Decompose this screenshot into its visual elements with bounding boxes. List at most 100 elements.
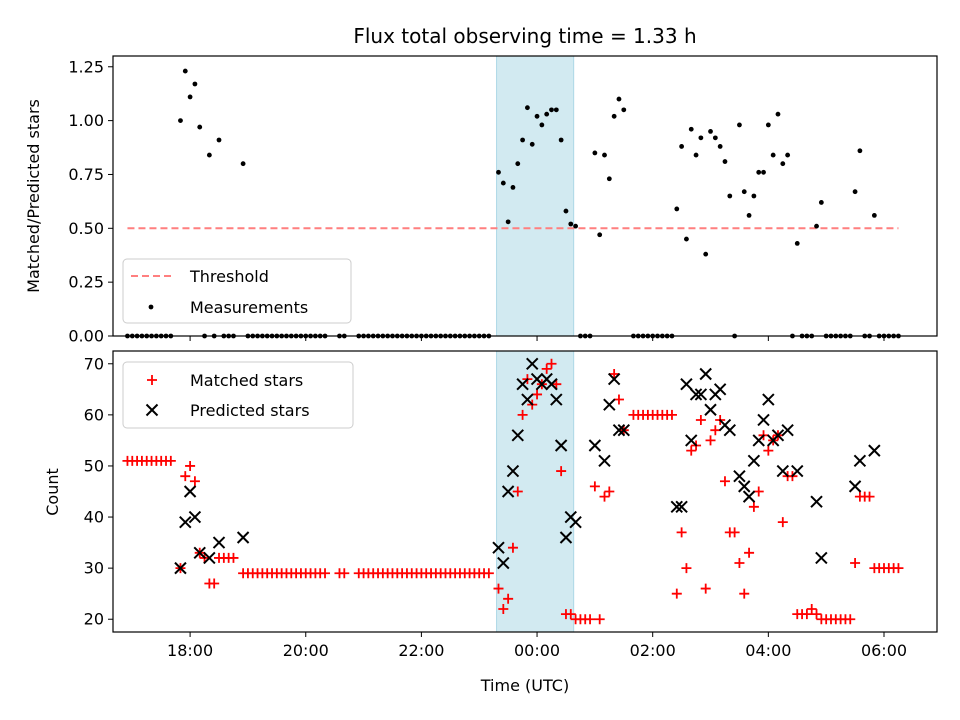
predicted-star-point <box>554 439 568 452</box>
matched-star-point <box>719 476 730 487</box>
matched-star-point <box>551 379 562 390</box>
predicted-star-point <box>742 490 756 503</box>
legend-measurement-label: Measurements <box>190 298 308 317</box>
matched-star-point <box>209 578 220 589</box>
measurement-point <box>240 161 246 167</box>
measurement-point <box>534 113 540 119</box>
top-y-tick-label: 0.50 <box>68 219 104 238</box>
legend-box <box>122 361 354 429</box>
measurement-point <box>674 206 680 212</box>
measurement-point <box>712 135 718 141</box>
measurement-point <box>573 223 578 229</box>
matched-star-point <box>585 614 596 625</box>
matched-star-point <box>320 568 331 579</box>
measurement-point <box>871 212 877 218</box>
matched-star-point <box>763 445 774 456</box>
matched-star-point <box>671 588 682 599</box>
predicted-star-point <box>670 500 683 514</box>
legend-measurement-swatch <box>148 304 154 310</box>
predicted-star-point <box>516 378 529 391</box>
chart-title: Flux total observing time = 1.33 h <box>353 24 696 48</box>
matched-star-point <box>613 394 624 405</box>
matched-star-point <box>609 368 620 379</box>
predicted-star-point <box>675 500 688 514</box>
predicted-star-point <box>521 393 534 406</box>
measurement-point <box>568 221 574 227</box>
predicted-star-point <box>526 357 539 370</box>
predicted-star-point <box>757 413 770 427</box>
legend-matched-label: Matched stars <box>190 371 303 390</box>
measurement-point <box>611 113 617 119</box>
matched-star-point <box>666 409 677 420</box>
measurement-point <box>775 111 781 117</box>
matched-star-point <box>777 517 788 528</box>
measurement-point <box>529 141 535 147</box>
measurement-point <box>765 122 771 128</box>
bottom-plot-frame <box>112 350 938 633</box>
predicted-star-point <box>747 454 761 468</box>
predicted-star-point <box>771 429 785 442</box>
predicted-star-point <box>791 464 804 478</box>
top-y-tick-label: 0.75 <box>68 165 104 184</box>
measurement-point <box>592 150 598 156</box>
predicted-star-point <box>497 556 510 570</box>
predicted-star-point <box>188 510 202 524</box>
top-y-tick-label: 0.25 <box>68 273 104 292</box>
matched-star-point <box>180 471 191 482</box>
top-y-tick-label: 1.25 <box>68 57 104 76</box>
matched-star-point <box>541 363 552 374</box>
predicted-star-point <box>236 531 250 544</box>
legend-matched-swatch <box>147 375 157 385</box>
predicted-star-point <box>193 546 206 560</box>
top-y-axis-label: Matched/Predicted stars <box>24 99 43 293</box>
measurement-point <box>549 107 554 113</box>
measurement-point <box>520 137 525 143</box>
matched-star-point <box>594 614 605 625</box>
measurement-point <box>857 148 863 154</box>
matched-star-point <box>705 435 716 446</box>
predicted-star-point <box>713 383 727 396</box>
bottom-panel: 20 30 40 50 60 70 18:00 20:00 22:00 00:00 02:00 04:… <box>84 350 938 660</box>
legend-box <box>122 258 352 324</box>
measurement-point <box>708 128 713 134</box>
measurement-point <box>741 189 747 195</box>
matched-star-point <box>710 425 721 436</box>
bottom-x-tick-label: 00:00 <box>514 641 560 660</box>
measurement-point <box>794 240 800 246</box>
matched-star-point <box>864 491 875 502</box>
measurement-point <box>852 189 858 195</box>
top-shaded-span <box>496 55 575 337</box>
bottom-x-tick-label: 18:00 <box>167 641 213 660</box>
measurement-point <box>818 200 824 205</box>
predicted-star-point <box>598 454 611 468</box>
predicted-star-point <box>612 423 626 437</box>
matched-star-point <box>507 542 518 553</box>
matched-star-point <box>498 604 509 615</box>
matched-star-point <box>739 588 750 599</box>
bottom-y-tick-label: 20 <box>84 610 104 629</box>
predicted-star-point <box>559 531 573 544</box>
matched-star-point <box>483 568 494 579</box>
measurement-point <box>717 144 723 149</box>
matched-star-point <box>676 527 687 538</box>
measurement-point <box>525 105 530 111</box>
matched-star-point <box>589 481 600 492</box>
predicted-star-point <box>179 515 192 529</box>
measurement-point <box>192 81 198 87</box>
matched-star-point <box>546 358 557 369</box>
matched-star-point <box>734 558 745 569</box>
predicted-star-point <box>699 367 712 381</box>
matched-star-point <box>850 558 861 569</box>
predicted-star-point <box>545 378 558 391</box>
measurement-point <box>515 161 521 167</box>
matched-star-point <box>753 486 764 497</box>
bottom-y-tick-label: 70 <box>84 354 104 373</box>
measurement-point <box>178 118 183 124</box>
predicted-star-point <box>810 495 823 508</box>
predicted-star-point <box>848 480 862 493</box>
bottom-y-tick-label: 40 <box>84 508 104 527</box>
measurement-point <box>616 96 622 102</box>
matched-star-point <box>512 486 523 497</box>
predicted-star-point <box>752 434 765 447</box>
